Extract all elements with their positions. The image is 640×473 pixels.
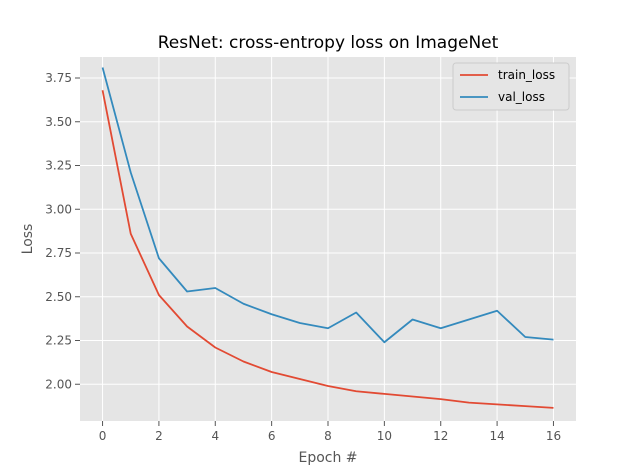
legend-label-train-loss: train_loss [498,68,555,82]
series-lines [101,67,554,409]
legend-label-val-loss: val_loss [498,90,545,104]
x-tick-label: 10 [377,429,392,443]
y-tick-label: 2.00 [45,377,72,391]
y-tick-label: 3.00 [45,202,72,216]
y-tick-label: 3.75 [45,71,72,85]
x-tick-label: 12 [433,429,448,443]
y-axis-label: Loss [20,224,36,255]
x-tick-label: 6 [268,429,276,443]
y-axis-ticks: 2.00 2.25 2.50 2.75 3.00 3.25 3.50 3.75 [45,71,80,391]
x-tick-label: 16 [546,429,561,443]
y-tick-label: 2.25 [45,334,72,348]
x-tick-label: 0 [99,429,107,443]
y-tick-label: 3.25 [45,159,72,173]
y-tick-label: 3.50 [45,115,72,129]
x-axis-label: Epoch # [298,450,357,466]
x-axis-ticks: 0 2 4 6 8 10 12 14 16 [99,421,561,443]
y-tick-label: 2.50 [45,290,72,304]
x-tick-label: 2 [155,429,163,443]
x-tick-label: 4 [211,429,219,443]
series-line-val-loss [101,67,554,344]
grid-lines [80,57,576,421]
x-tick-label: 8 [324,429,332,443]
y-tick-label: 2.75 [45,246,72,260]
x-tick-label: 14 [489,429,504,443]
series-line-train-loss [101,90,554,409]
chart-title: ResNet: cross-entropy loss on ImageNet [158,33,499,53]
legend: train_loss val_loss [452,62,570,111]
